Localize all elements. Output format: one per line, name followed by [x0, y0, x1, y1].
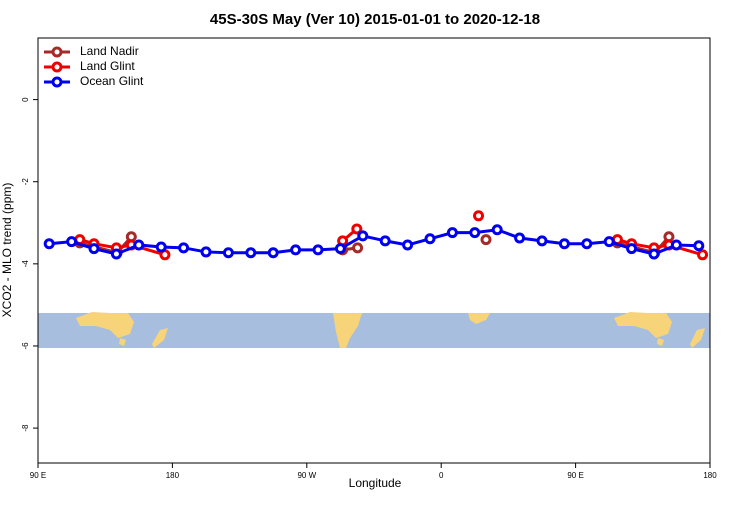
point	[536, 235, 548, 247]
point	[178, 242, 190, 254]
point	[491, 224, 503, 236]
point	[200, 246, 212, 258]
point	[222, 247, 234, 259]
point	[290, 244, 302, 256]
point	[88, 243, 100, 255]
legend-label: Land Nadir	[80, 44, 139, 58]
point	[626, 243, 638, 255]
ocean	[38, 313, 710, 348]
land	[119, 338, 126, 346]
legend-label: Land Glint	[80, 59, 135, 73]
y-tick-label: -6	[21, 342, 30, 350]
point	[581, 238, 593, 250]
point	[43, 238, 55, 250]
point	[473, 210, 485, 222]
point	[133, 239, 145, 251]
point	[352, 242, 364, 254]
land	[76, 312, 134, 338]
y-tick-label: -8	[21, 424, 30, 432]
land	[614, 312, 672, 338]
land	[690, 328, 705, 348]
y-tick-label: 0	[21, 97, 30, 102]
land	[657, 338, 664, 346]
point	[312, 244, 324, 256]
point	[351, 223, 363, 235]
land	[468, 313, 490, 324]
point	[66, 236, 78, 248]
x-tick-label: 90 W	[297, 471, 316, 480]
legend-marker	[51, 76, 63, 88]
plot-frame	[37, 37, 711, 464]
map-strip	[38, 312, 710, 348]
point	[670, 239, 682, 251]
point	[446, 227, 458, 239]
point	[697, 249, 709, 261]
point	[424, 233, 436, 245]
point	[357, 230, 369, 242]
point	[245, 247, 257, 259]
land	[152, 328, 168, 348]
y-axis-label: XCO2 - MLO trend (ppm)	[0, 183, 14, 318]
x-tick-label: 90 E	[567, 471, 583, 480]
point	[469, 227, 481, 239]
point	[514, 232, 526, 244]
legend-marker	[51, 61, 63, 73]
point	[693, 240, 705, 252]
y-tick-label: -2	[21, 178, 30, 186]
x-tick-label: 180	[703, 471, 717, 480]
legend-label: Ocean Glint	[80, 74, 144, 88]
point	[334, 243, 346, 255]
x-tick-label: 90 E	[30, 471, 46, 480]
point	[558, 238, 570, 250]
point	[603, 236, 615, 248]
point	[648, 248, 660, 260]
x-axis-label: Longitude	[349, 476, 402, 490]
point	[480, 234, 492, 246]
y-tick-label: -4	[21, 260, 30, 268]
legend-marker	[51, 46, 63, 58]
chart-title: 45S-30S May (Ver 10) 2015-01-01 to 2020-…	[210, 11, 540, 28]
point	[155, 241, 167, 253]
point	[110, 248, 122, 260]
x-tick-label: 0	[439, 471, 444, 480]
point	[267, 247, 279, 259]
x-tick-label: 180	[166, 471, 180, 480]
point	[402, 239, 414, 251]
point	[379, 235, 391, 247]
land	[333, 313, 362, 348]
